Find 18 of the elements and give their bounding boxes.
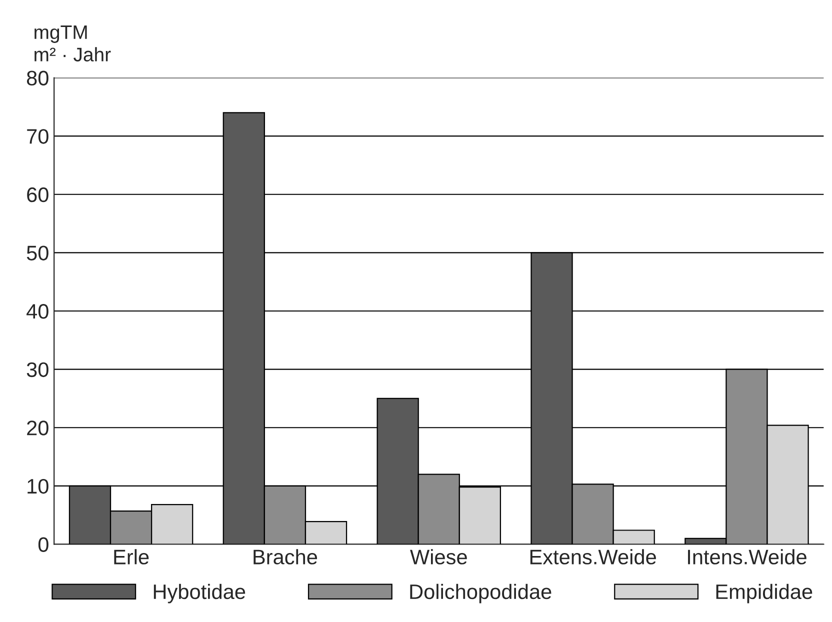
y-tick-label: 20 (27, 420, 48, 436)
y-tick-label: 70 (27, 129, 48, 144)
x-tick-label: Erle (114, 549, 149, 564)
x-tick-label: Extens.Weide (530, 549, 656, 564)
legend-label: Empididae (716, 584, 812, 604)
y-tick-label: 10 (28, 478, 48, 494)
legend-label: Hybotidae (154, 584, 246, 604)
y-tick-label: 60 (27, 187, 48, 202)
y-tick-label: 50 (26, 246, 48, 260)
x-tick-label: Intens.Weide (688, 549, 806, 564)
y-tick-label: 80 (26, 70, 48, 86)
y-axis-title: mgTM m² · Jahr (34, 26, 111, 62)
y-tick-label: 40 (26, 304, 48, 319)
x-tick-label: Brache (254, 549, 318, 564)
x-tick-label: Wiese (410, 549, 467, 564)
y-tick-label: 0 (38, 537, 48, 552)
legend-label: Dolichopodidae (410, 584, 552, 604)
y-tick-label: 30 (26, 362, 48, 378)
